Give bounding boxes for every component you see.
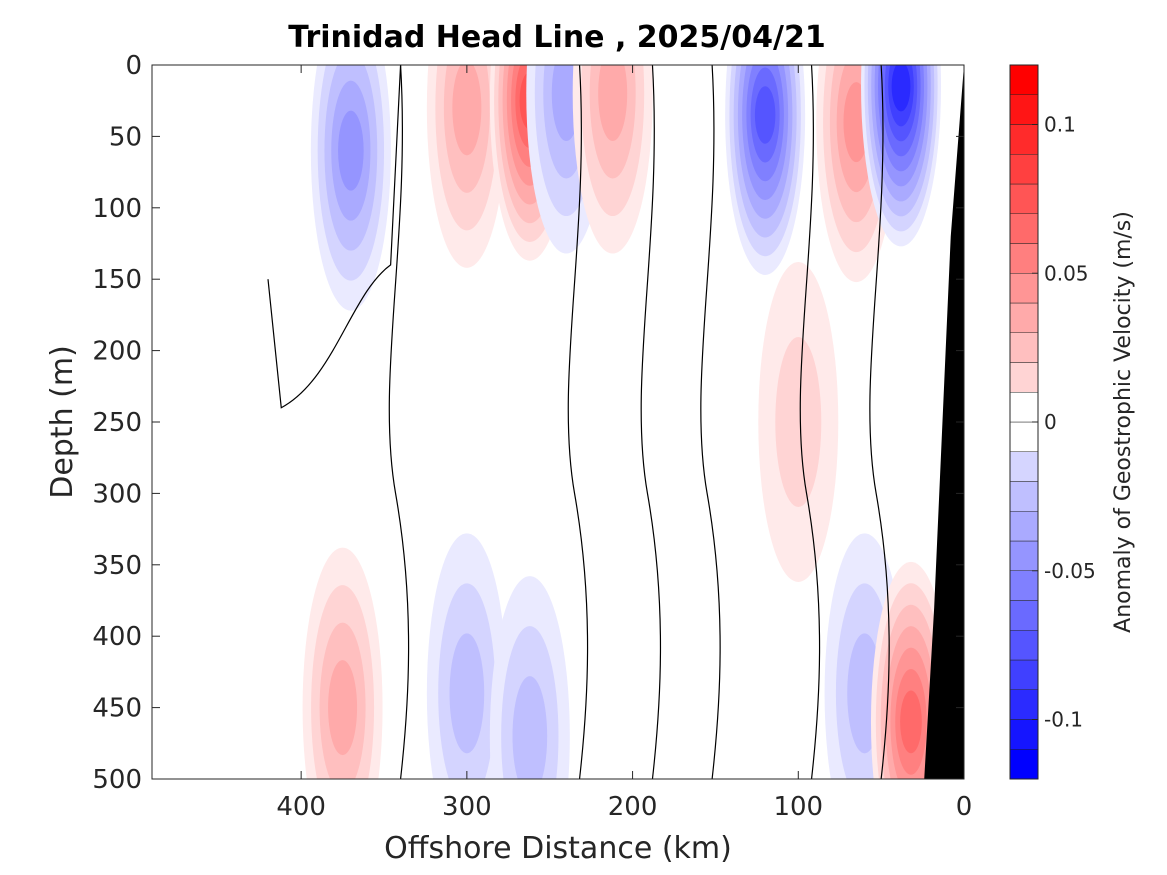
colorbar-segment	[1009, 213, 1039, 244]
y-tick-label: 50	[109, 122, 142, 152]
colorbar-tick-label: 0.05	[1044, 261, 1089, 285]
zero-contour-lines	[267, 65, 890, 779]
velocity-feature	[758, 262, 839, 582]
x-tick-label: 400	[276, 792, 326, 822]
y-tick-label: 100	[92, 194, 142, 224]
colorbar-segment	[1009, 540, 1039, 571]
colorbar-segment	[1009, 600, 1039, 631]
chart-title: Trinidad Head Line , 2025/04/21	[288, 20, 825, 55]
zero-contour-line	[388, 65, 410, 779]
colorbar-segment	[1009, 154, 1039, 185]
colorbar-tick-label: 0.1	[1044, 113, 1076, 137]
colorbar-segment	[1009, 124, 1039, 155]
velocity-feature	[725, 65, 806, 275]
y-tick-label: 400	[92, 622, 142, 652]
contour-level-fill	[449, 633, 485, 754]
colorbar-segment	[1009, 630, 1039, 661]
y-axis: 0 50 100 150 200 250 300 350 400 450 500	[92, 51, 964, 795]
colorbar-segment	[1009, 362, 1039, 393]
colorbar-tick-label: 0	[1044, 410, 1057, 434]
velocity-feature	[426, 65, 507, 268]
velocity-feature	[426, 533, 507, 779]
colorbar-segment	[1009, 392, 1039, 423]
y-tick-label: 200	[92, 337, 142, 367]
contour-level-fill	[512, 676, 548, 779]
y-tick-label: 150	[92, 265, 142, 295]
colorbar-tick-label: -0.1	[1044, 708, 1083, 732]
zero-contour-line	[869, 65, 890, 779]
colorbar-segment	[1009, 421, 1039, 452]
colorbar-segment	[1009, 511, 1039, 542]
zero-contour-line	[267, 65, 402, 409]
velocity-feature	[302, 547, 383, 779]
colorbar-segment	[1009, 94, 1039, 125]
colorbar-segment	[1009, 451, 1039, 482]
contour-level-fill	[775, 337, 822, 507]
colorbar-segment	[1009, 273, 1039, 304]
contour-level-fill	[328, 660, 358, 756]
x-tick-label: 200	[608, 792, 658, 822]
contour-level-fill	[452, 65, 482, 156]
x-tick-label: 300	[442, 792, 492, 822]
velocity-feature	[310, 65, 391, 311]
contour-level-fill	[900, 690, 922, 754]
velocity-feature	[489, 576, 570, 779]
colorbar	[1009, 64, 1039, 780]
colorbar-label: Anomaly of Geostrophic Velocity (m/s)	[1111, 211, 1136, 633]
y-tick-label: 300	[92, 479, 142, 509]
x-axis: 400 300 200 100 0	[276, 65, 972, 822]
seafloor-bathymetry	[924, 65, 964, 779]
contour-level-fill	[338, 110, 364, 191]
colorbar-segment	[1009, 64, 1039, 95]
zero-contour-line	[700, 65, 721, 779]
y-tick-label: 500	[92, 765, 142, 795]
velocity-contour-field	[302, 65, 951, 779]
x-tick-label: 100	[773, 792, 823, 822]
velocity-feature	[861, 65, 942, 247]
y-axis-label: Depth (m)	[45, 345, 80, 499]
colorbar-segment	[1009, 570, 1039, 601]
y-tick-label: 250	[92, 408, 142, 438]
colorbar-segment	[1009, 719, 1039, 750]
colorbar-segment	[1009, 183, 1039, 214]
zero-contour-line	[799, 65, 821, 779]
colorbar-tick-label: -0.05	[1044, 559, 1096, 583]
y-tick-label: 0	[125, 51, 142, 81]
colorbar-ticks: -0.1 -0.05 0 0.05 0.1	[1032, 113, 1096, 732]
colorbar-segment	[1009, 749, 1039, 780]
colorbar-segment	[1009, 659, 1039, 690]
zero-contour-line	[567, 65, 589, 779]
colorbar-segment	[1009, 689, 1039, 720]
contour-level-fill	[598, 65, 628, 142]
contour-level-fill	[754, 86, 776, 144]
colorbar-segment	[1009, 302, 1039, 333]
x-axis-label: Offshore Distance (km)	[384, 831, 732, 866]
bathymetry-layer	[924, 65, 964, 779]
colorbar-segment	[1009, 481, 1039, 512]
velocity-feature	[572, 65, 653, 254]
contour-level-fill	[891, 65, 911, 112]
x-tick-label: 0	[956, 792, 973, 822]
y-tick-label: 350	[92, 551, 142, 581]
colorbar-segment	[1009, 243, 1039, 274]
zero-contour-line	[640, 65, 662, 779]
colorbar-segment	[1009, 332, 1039, 363]
y-tick-label: 450	[92, 694, 142, 724]
